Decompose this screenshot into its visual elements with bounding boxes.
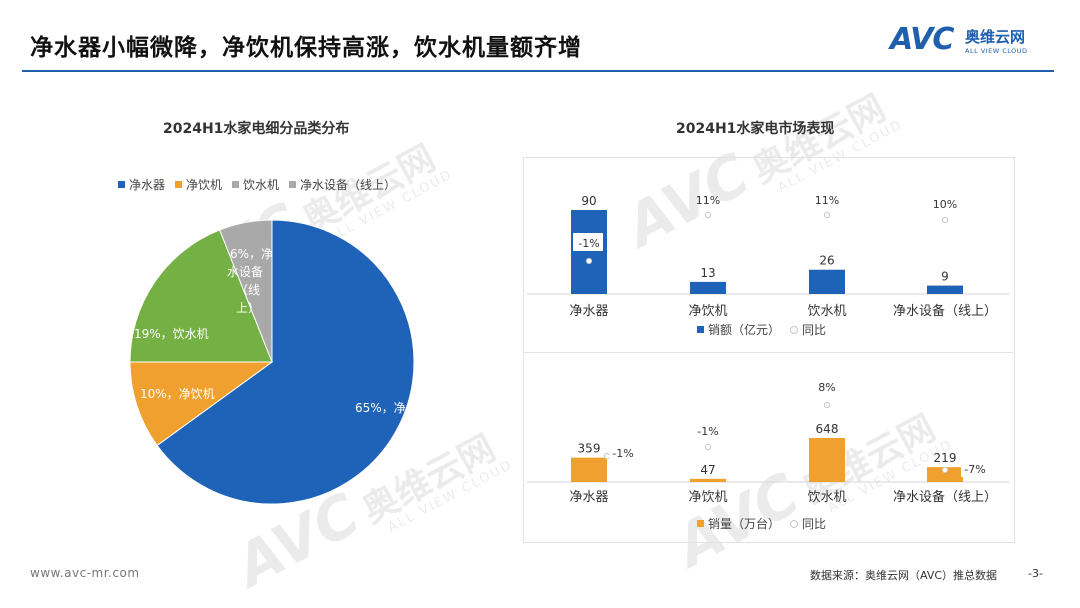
legend-item-yoy: 同比 (790, 321, 826, 338)
sales-amount-value-label: 26 (819, 254, 834, 268)
pie-slice (219, 219, 273, 363)
legend-label: 饮水机 (243, 178, 280, 192)
legend-item-yoy: 同比 (790, 515, 826, 532)
bar-chart-title: 2024H1水家电市场表现 (676, 121, 835, 137)
pie-slice-label: 19%，饮水机 (134, 327, 209, 341)
legend-label: 净水设备（线上） (300, 178, 397, 192)
sales-volume-bar (571, 457, 607, 482)
legend-item-online-equipment: 净水设备（线上） (289, 176, 396, 193)
sales-volume-category-label: 净水器 (569, 490, 608, 505)
legend-label: 同比 (802, 323, 827, 337)
sales-volume-value-label: 219 (934, 451, 957, 465)
sales-amount-bar (809, 269, 845, 294)
legend-label: 销额（亿元） (708, 323, 781, 337)
yoy-marker (823, 211, 831, 219)
legend-label: 净饮机 (186, 178, 223, 192)
sales-amount-value-label: 13 (700, 266, 715, 280)
pie-legend: 净水器 净饮机 饮水机 净水设备（线上） (118, 176, 396, 193)
legend-item-sales-volume: 销量（万台） (697, 515, 780, 532)
yoy-marker (704, 211, 712, 219)
pie-slice (156, 219, 415, 505)
pie-slice-label: 65%，净水器 (355, 401, 430, 415)
panel-divider (523, 352, 1013, 353)
pie-slice-label: 水设备 (227, 265, 263, 279)
sales-volume-value-label: 648 (816, 422, 839, 436)
sales-volume-bar (927, 467, 963, 482)
legend-item-water-purifier: 净水器 (118, 176, 165, 193)
page-title: 净水器小幅微降，净饮机保持高涨，饮水机量额齐增 (30, 35, 582, 61)
sales-amount-category-label: 净水器 (569, 304, 608, 319)
sales-volume-bar (690, 478, 726, 482)
yoy-marker (941, 466, 949, 474)
bar-chart-panel (523, 157, 1015, 543)
sales-amount-legend: 销额（亿元） 同比 (697, 321, 826, 338)
yoy-label: -1% (578, 237, 599, 250)
sales-amount-bar (927, 285, 963, 294)
yoy-label: 11% (696, 194, 720, 207)
yoy-label: 8% (818, 381, 835, 394)
yoy-marker (603, 452, 611, 460)
sales-amount-category-label: 饮水机 (807, 304, 846, 319)
legend-label: 同比 (802, 517, 827, 531)
yoy-marker (704, 443, 712, 451)
pie-chart: 65%，净水器 10%，净饮机 19%，饮水机 6%，净水设备 （线上） (129, 219, 430, 505)
sales-volume-category-label: 饮水机 (807, 490, 846, 505)
sales-amount-category-label: 净水设备（线上） (893, 303, 997, 319)
sales-amount-value-label: 9 (941, 270, 949, 284)
legend-item-sales-amount: 销额（亿元） (697, 321, 780, 338)
data-source: 数据来源：奥维云网（AVC）推总数据 (810, 569, 998, 582)
legend-item-purifying-dispenser: 净饮机 (175, 176, 222, 193)
brand-logo: AVC 奥维云网 ALL VIEW CLOUD (890, 20, 1060, 60)
legend-label: 净水器 (129, 178, 166, 192)
pie-slice-label: 上） (236, 301, 260, 315)
legend-label: 销量（万台） (708, 517, 781, 531)
sales-volume-bar (809, 438, 845, 482)
pie-slice-label: 6%，净 (230, 247, 273, 261)
sales-volume-category-label: 净饮机 (688, 490, 727, 505)
pie-slice (129, 361, 274, 447)
sales-amount-category-label: 净饮机 (688, 304, 727, 319)
pie-slice-label: 10%，净饮机 (140, 387, 215, 401)
page-number: -3- (1028, 567, 1043, 580)
sales-volume-value-label: 47 (700, 463, 715, 477)
pie-chart-title: 2024H1水家电细分品类分布 (163, 121, 350, 137)
yoy-label: -1% (612, 447, 633, 460)
yoy-label: -1% (697, 425, 718, 438)
yoy-marker (585, 257, 593, 265)
yoy-label: 10% (933, 198, 957, 211)
yoy-label: -7% (964, 463, 985, 476)
sales-volume-category-label: 净水设备（线上） (893, 489, 997, 505)
yoy-marker (941, 216, 949, 224)
yoy-label: 11% (815, 194, 839, 207)
sales-volume-legend: 销量（万台） 同比 (697, 515, 826, 532)
sales-amount-bar (690, 281, 726, 294)
brand-logo-mark: AVC (890, 22, 954, 57)
website-url: www.avc-mr.com (30, 566, 140, 580)
pie-slice (129, 229, 273, 363)
brand-name-en: ALL VIEW CLOUD (965, 47, 1028, 55)
legend-item-water-dispenser: 饮水机 (232, 176, 279, 193)
brand-name-cn: 奥维云网 (965, 28, 1026, 46)
title-divider (22, 70, 1054, 72)
bar-charts: 90 净水器 13 净饮机 26 饮水机 9 净水设备（线上） 359 净水器 47 净饮机 648 饮水… (527, 194, 1009, 505)
sales-volume-value-label: 359 (578, 442, 601, 456)
sales-amount-value-label: 90 (581, 194, 596, 208)
pie-slice-label: （线 (236, 283, 260, 297)
yoy-marker (823, 401, 831, 409)
sales-amount-bar (571, 210, 607, 294)
